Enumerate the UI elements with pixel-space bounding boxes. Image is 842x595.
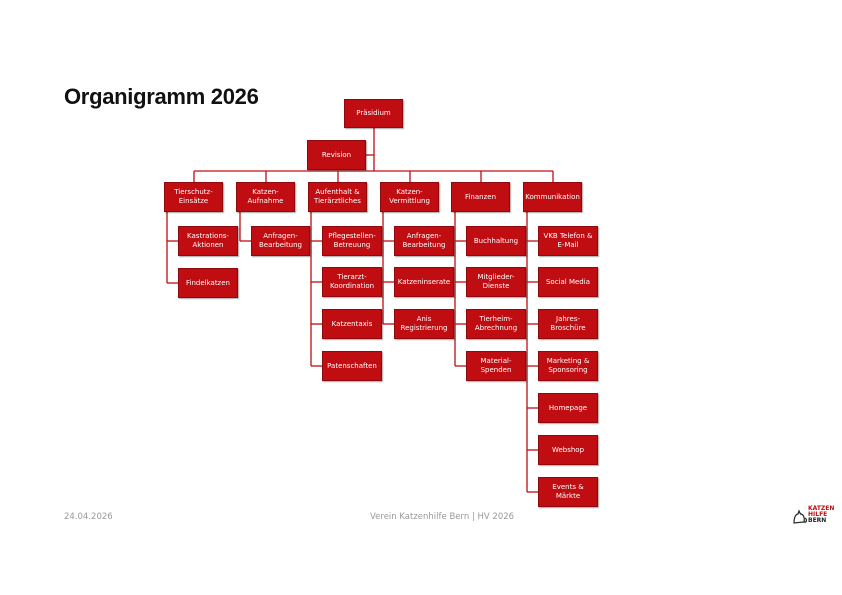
org-box-material-spenden: Material- Spenden (466, 351, 526, 381)
org-box-katzen-vermittlung: Katzen- Vermittlung (380, 182, 439, 212)
org-box-vermittlung-anfragen: Anfragen- Bearbeitung (394, 226, 454, 256)
org-box-kastrations-aktionen: Kastrations- Aktionen (178, 226, 238, 256)
logo-line-2: HILFE (808, 511, 828, 519)
org-box-tierschutz-einsaetze: Tierschutz- Einsätze (164, 182, 223, 212)
org-box-social-media: Social Media (538, 267, 598, 297)
org-box-homepage: Homepage (538, 393, 598, 423)
org-box-aufenthalt-tieraerztliches: Aufenthalt & Tierärztliches (308, 182, 367, 212)
logo: KATZEN HILFE BERN (808, 505, 835, 525)
org-box-aufnahme-anfragen: Anfragen- Bearbeitung (251, 226, 310, 256)
org-box-tierarzt-koordination: Tierarzt- Koordination (322, 267, 382, 297)
org-box-praesidium: Präsidium (344, 99, 403, 128)
org-box-vkb-telefon: VKB Telefon & E-Mail (538, 226, 598, 256)
logo-line-3: BERN (808, 517, 827, 525)
org-box-events-maerkte: Events & Märkte (538, 477, 598, 507)
org-box-patenschaften: Patenschaften (322, 351, 382, 381)
org-box-finanzen: Finanzen (451, 182, 510, 212)
org-box-buchhaltung: Buchhaltung (466, 226, 526, 256)
org-box-kommunikation: Kommunikation (523, 182, 582, 212)
org-box-jahres-broschuere: Jahres- Broschüre (538, 309, 598, 339)
footer-center-text: Verein Katzenhilfe Bern | HV 2026 (370, 512, 515, 522)
org-box-mitglieder-dienste: Mitglieder- Dienste (466, 267, 526, 297)
org-box-revision: Revision (307, 140, 366, 170)
cat-icon (793, 509, 807, 524)
org-box-pflegestellen-betreuung: Pflegestellen- Betreuung (322, 226, 382, 256)
org-box-katzeninserate: Katzeninserate (394, 267, 454, 297)
org-box-marketing-sponsoring: Marketing & Sponsoring (538, 351, 598, 381)
org-box-katzen-aufnahme: Katzen- Aufnahme (236, 182, 295, 212)
org-box-findelkatzen: Findelkatzen (178, 268, 238, 298)
org-box-tierheim-abrechnung: Tierheim- Abrechnung (466, 309, 526, 339)
logo-line-1: KATZEN (808, 505, 835, 512)
footer-date: 24.04.2026 (64, 512, 113, 522)
org-box-katzentaxis: Katzentaxis (322, 309, 382, 339)
org-box-webshop: Webshop (538, 435, 598, 465)
page-title: Organigramm 2026 (64, 84, 259, 109)
org-box-anis-registrierung: Anis Registrierung (394, 309, 454, 339)
